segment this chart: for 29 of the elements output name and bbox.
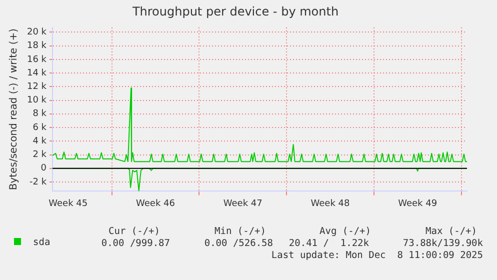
y-tick-label: -2 k [29, 177, 48, 188]
x-tick-label: Week 47 [223, 198, 262, 209]
x-tick-label: Week 48 [310, 198, 350, 209]
text: 73.88k/139.90k [402, 238, 483, 249]
text: Last update: Mon Dec 8 11:00:09 2025 [271, 250, 483, 261]
x-tick-label: Week 45 [48, 198, 88, 209]
y-tick-label: 10 k [26, 96, 48, 106]
y-tick-label: 20 k [26, 28, 48, 38]
x-tick-label: Week 46 [136, 198, 176, 209]
y-tick-label: 0 [40, 164, 47, 174]
text: 20.41 / 1.22k [288, 238, 369, 249]
legend-label: sda [32, 237, 50, 248]
y-axis-title: Bytes/second read (-) / write (+) [8, 28, 20, 190]
y-tick-label: 4 k [32, 136, 48, 146]
y-tick-label: 14 k [26, 68, 48, 78]
x-tick-label: Week 49 [398, 198, 438, 209]
y-tick-label: 2 k [32, 150, 48, 160]
y-tick-label: 6 k [32, 122, 48, 133]
text: Cur (-/+) [108, 226, 160, 237]
text: Max (-/+) [426, 226, 477, 237]
text: 0.00 /999.87 [101, 238, 170, 249]
chart-title: Throughput per device - by month [131, 4, 339, 18]
text: Avg (-/+) [320, 226, 371, 237]
text: 0.00 /526.58 [204, 238, 273, 249]
y-tick-label: 16 k [26, 54, 48, 65]
text: Min (-/+) [214, 226, 266, 237]
y-tick-label: 12 k [26, 82, 48, 92]
y-tick-label: 8 k [32, 109, 48, 120]
y-tick-label: 18 k [26, 41, 48, 52]
